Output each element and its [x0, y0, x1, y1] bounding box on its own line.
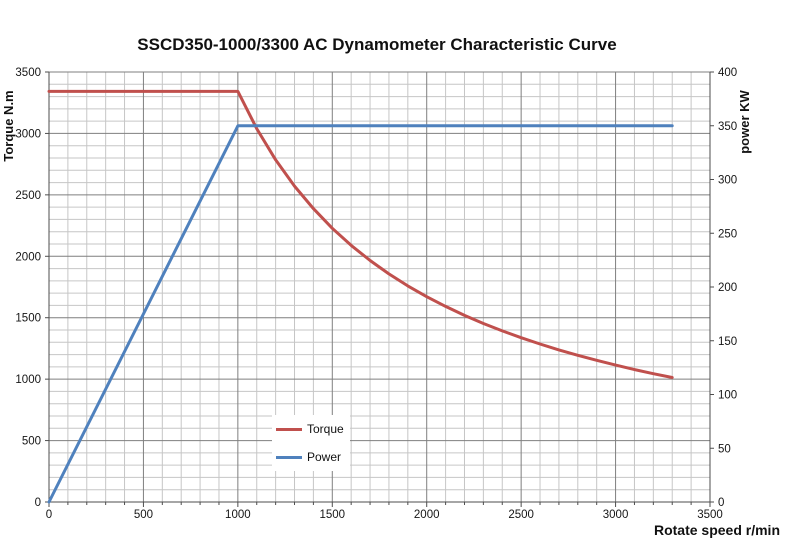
- y-left-tick-label: 1000: [15, 374, 41, 386]
- legend-item-power: Power: [276, 443, 344, 471]
- legend-label-power: Power: [307, 450, 342, 464]
- x-axis-title: Rotate speed r/min: [653, 522, 780, 538]
- y-left-tick-label: 0: [35, 497, 41, 509]
- chart-title: SSCD350-1000/3300 AC Dynamometer Charact…: [137, 35, 617, 54]
- x-tick-label: 500: [134, 509, 153, 521]
- legend: Torque Power: [272, 415, 350, 471]
- legend-label-torque: Torque: [307, 422, 344, 436]
- y-left-tick-label: 3000: [15, 128, 41, 140]
- x-tick-label: 1000: [225, 509, 251, 521]
- legend-swatch-torque: [276, 427, 302, 431]
- series-line-torque: [47, 89, 674, 379]
- y-right-tick-label: 150: [718, 336, 737, 348]
- y-left-tick-label: 2000: [15, 251, 41, 263]
- y-left-tick-label: 3500: [15, 67, 41, 79]
- legend-swatch-power: [276, 455, 302, 459]
- series-line-power: [47, 124, 674, 504]
- y-right-tick-label: 100: [718, 390, 737, 402]
- legend-item-torque: Torque: [276, 415, 344, 443]
- x-tick-label: 0: [46, 509, 52, 521]
- y-right-tick-label: 400: [718, 67, 737, 79]
- y-right-tick-label: 350: [718, 121, 737, 133]
- x-tick-label: 3000: [603, 509, 629, 521]
- x-tick-label: 1500: [319, 509, 345, 521]
- x-tick-label: 3500: [697, 509, 723, 521]
- x-tick-label: 2500: [508, 509, 534, 521]
- y-left-tick-label: 2500: [15, 190, 41, 202]
- y-axis-left-title: Torque N.m: [1, 90, 16, 162]
- y-right-tick-label: 250: [718, 228, 737, 240]
- y-right-tick-label: 50: [718, 443, 731, 455]
- y-right-tick-label: 200: [718, 282, 737, 294]
- y-axis-right-title: power KW: [737, 90, 752, 154]
- y-left-tick-label: 1500: [15, 313, 41, 325]
- x-tick-label: 2000: [414, 509, 440, 521]
- y-right-tick-label: 0: [718, 497, 724, 509]
- y-right-tick-label: 300: [718, 175, 737, 187]
- y-left-tick-label: 500: [22, 436, 41, 448]
